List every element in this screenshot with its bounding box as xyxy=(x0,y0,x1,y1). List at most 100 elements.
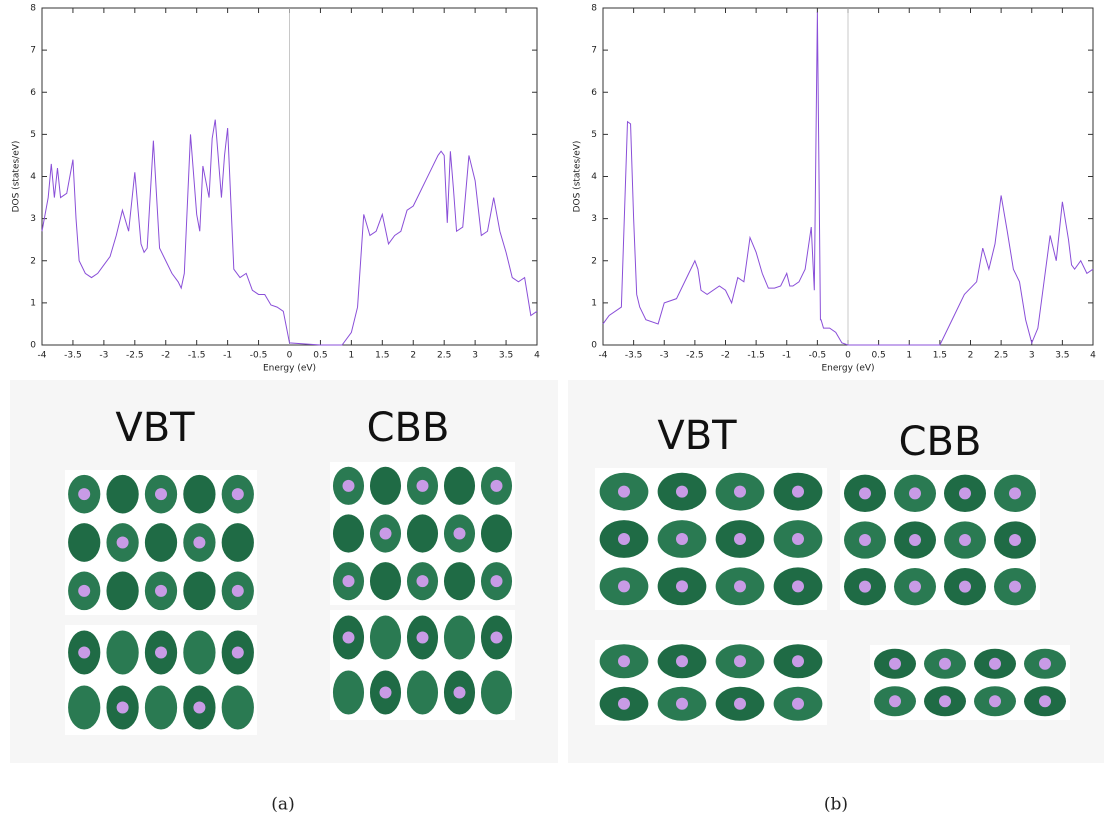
y-tick-label: 5 xyxy=(30,130,36,140)
y-tick-label: 8 xyxy=(30,4,36,14)
orbital-lobe xyxy=(369,466,402,505)
atom xyxy=(490,631,503,644)
atom xyxy=(193,536,206,549)
atom xyxy=(959,580,971,593)
x-tick-label: -3 xyxy=(99,351,108,361)
atom xyxy=(939,695,951,708)
atom xyxy=(792,655,804,668)
orbital-lobe xyxy=(406,670,439,715)
atom xyxy=(734,533,746,545)
atom xyxy=(1009,487,1021,500)
atom xyxy=(989,657,1001,670)
atom xyxy=(676,485,688,498)
x-tick-label: 4 xyxy=(1090,351,1096,361)
orbital-lobe xyxy=(68,523,101,562)
x-tick-label: -1.5 xyxy=(747,351,765,361)
y-tick-label: 7 xyxy=(30,46,36,56)
atom xyxy=(342,631,355,644)
y-tick-label: 8 xyxy=(591,4,597,14)
atom xyxy=(676,697,688,710)
atom xyxy=(618,655,630,668)
atom xyxy=(1039,657,1051,670)
orbital-lobe xyxy=(144,523,178,562)
atom xyxy=(78,584,91,597)
orbital-label: VBT xyxy=(657,413,737,459)
atom xyxy=(342,575,355,588)
atom xyxy=(1009,534,1021,546)
orbital-lobe xyxy=(68,685,101,730)
orbital-label: CBB xyxy=(367,405,450,451)
y-axis-label: DOS (states/eV) xyxy=(12,141,22,213)
orbital-lobe xyxy=(480,514,513,553)
atom xyxy=(792,485,804,498)
atom xyxy=(116,536,129,549)
x-tick-label: -1 xyxy=(782,351,791,361)
y-tick-label: 0 xyxy=(591,341,597,351)
atom xyxy=(676,580,688,593)
atom xyxy=(859,534,871,546)
y-tick-label: 3 xyxy=(30,214,36,224)
atom xyxy=(490,479,503,492)
orbital-lobe xyxy=(443,466,476,505)
y-tick-label: 3 xyxy=(591,214,597,224)
orbital-lobe xyxy=(106,474,139,514)
dos-line xyxy=(602,12,1094,346)
x-tick-label: -3.5 xyxy=(64,351,82,361)
atom xyxy=(959,534,971,546)
atom xyxy=(889,657,901,670)
orbital-lobe xyxy=(406,514,439,553)
orbital-lobe xyxy=(183,571,216,611)
orbital-lobe xyxy=(106,571,139,611)
y-tick-label: 2 xyxy=(591,256,597,266)
x-tick-label: 0 xyxy=(287,351,293,361)
orbital-lobe xyxy=(183,630,216,675)
atom xyxy=(859,487,871,500)
atom xyxy=(1009,580,1021,593)
atom xyxy=(909,580,921,593)
orbital-lobe xyxy=(443,615,476,660)
y-tick-label: 5 xyxy=(591,130,597,140)
atom xyxy=(231,488,244,501)
x-tick-label: -2 xyxy=(161,351,170,361)
x-tick-label: -2 xyxy=(721,351,730,361)
orbital-lobe xyxy=(369,615,402,660)
atom xyxy=(618,580,630,593)
atom xyxy=(193,701,206,714)
x-tick-label: -1.5 xyxy=(188,351,206,361)
atom xyxy=(155,584,167,597)
atom xyxy=(231,646,244,659)
atom xyxy=(792,580,804,593)
x-tick-label: 2 xyxy=(968,351,974,361)
x-tick-label: -3 xyxy=(660,351,669,361)
x-tick-label: 2 xyxy=(410,351,416,361)
atom xyxy=(889,695,901,708)
x-tick-label: 2.5 xyxy=(994,351,1008,361)
atom xyxy=(939,657,951,670)
atom xyxy=(231,584,244,597)
x-tick-label: 1.5 xyxy=(375,351,389,361)
x-tick-label: 0.5 xyxy=(313,351,327,361)
orbital-lobe xyxy=(480,670,513,715)
atom xyxy=(78,488,91,501)
y-tick-label: 7 xyxy=(591,46,597,56)
orbital-lobe xyxy=(106,630,139,675)
atom xyxy=(792,697,804,710)
atom xyxy=(989,695,1001,708)
orbital-lobe xyxy=(183,474,216,514)
atom xyxy=(859,580,871,593)
atom xyxy=(1039,695,1051,708)
atom xyxy=(116,701,129,714)
atom xyxy=(453,527,466,540)
atom xyxy=(379,686,392,699)
x-tick-label: 0.5 xyxy=(871,351,885,361)
orbital-lobe xyxy=(144,685,178,730)
x-tick-label: -2.5 xyxy=(126,351,144,361)
orbital-lobe xyxy=(369,562,402,601)
x-tick-label: -1 xyxy=(223,351,232,361)
x-tick-label: 2.5 xyxy=(437,351,451,361)
atom xyxy=(734,697,746,710)
atom xyxy=(676,655,688,668)
caption: (a) xyxy=(271,795,294,815)
x-tick-label: -4 xyxy=(599,351,608,361)
